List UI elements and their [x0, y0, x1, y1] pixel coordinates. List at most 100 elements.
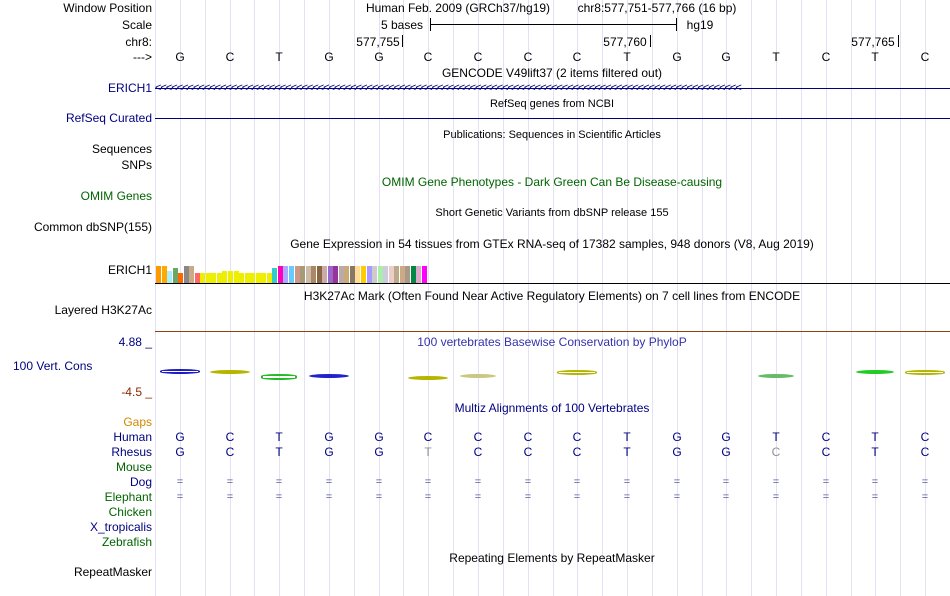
gtex-tissue-bar[interactable] — [261, 273, 266, 284]
gtex-tissue-bar[interactable] — [411, 266, 416, 284]
alignment-base: = — [772, 491, 780, 503]
base-letter: C — [225, 50, 235, 64]
gtex-tissue-bar[interactable] — [167, 271, 172, 284]
gtex-tissue-bar[interactable] — [156, 266, 161, 284]
gtex-tissue-bar[interactable] — [361, 266, 366, 284]
gtex-tissue-bar[interactable] — [239, 273, 244, 284]
gtex-tissue-bar[interactable] — [416, 266, 421, 284]
gtex-tissue-bar[interactable] — [250, 273, 255, 284]
refseq-title: RefSeq genes from NCBI — [489, 98, 615, 110]
gtex-tissue-bar[interactable] — [405, 266, 410, 284]
phylop-label[interactable]: 100 Vert. Cons — [13, 359, 93, 373]
repeatmasker-label[interactable]: RepeatMasker — [73, 565, 152, 579]
gtex-tissue-bar[interactable] — [367, 266, 372, 284]
gtex-tissue-bar[interactable] — [217, 273, 222, 284]
track-labels: Window Position Scale chr8: ---> ERICH1 … — [0, 0, 155, 596]
h3k27ac-label[interactable]: Layered H3K27Ac — [54, 303, 152, 317]
gtex-tissue-bar[interactable] — [295, 266, 300, 284]
gtex-tissue-bar[interactable] — [222, 271, 227, 284]
gtex-tissue-bar[interactable] — [256, 273, 261, 284]
alignment-base: = — [325, 476, 333, 488]
gtex-label[interactable]: ERICH1 — [107, 263, 152, 277]
gtex-tissue-bar[interactable] — [278, 266, 283, 284]
gtex-tissue-bar[interactable] — [333, 266, 338, 284]
species-label[interactable]: Dog — [129, 475, 152, 489]
base-letter: C — [821, 50, 831, 64]
gtex-tissue-bar[interactable] — [272, 268, 277, 284]
species-label[interactable]: Chicken — [108, 505, 152, 519]
species-label[interactable]: X_tropicalis — [89, 520, 152, 534]
gtex-tissue-bar[interactable] — [228, 271, 233, 284]
gtex-tissue-bar[interactable] — [173, 268, 178, 284]
gtex-tissue-bar[interactable] — [350, 266, 355, 284]
gtex-tissue-bar[interactable] — [378, 266, 383, 284]
gtex-tissue-bar[interactable] — [206, 273, 211, 284]
alignment-base: = — [822, 476, 830, 488]
gtex-tissue-bar[interactable] — [234, 271, 239, 284]
alignment-base: = — [921, 491, 929, 503]
alignment-base: C — [473, 445, 483, 459]
gtex-tissue-bar[interactable] — [306, 266, 311, 284]
h3k27ac-signal-line[interactable] — [155, 331, 950, 332]
alignment-base: = — [524, 491, 532, 503]
window-position-value: chr8:577,751-577,766 (16 bp) — [577, 1, 737, 15]
alignment-base: = — [673, 476, 681, 488]
gtex-tissue-bar[interactable] — [267, 273, 272, 284]
alignment-base: = — [673, 491, 681, 503]
gtex-tissue-bar[interactable] — [311, 266, 316, 284]
gtex-tissue-bar[interactable] — [300, 266, 305, 284]
gtex-tissue-bar[interactable] — [328, 266, 333, 284]
refseq-label[interactable]: RefSeq Curated — [65, 111, 152, 125]
gtex-tissue-bar[interactable] — [189, 266, 194, 284]
refseq-feature-line[interactable] — [155, 118, 950, 119]
base-letter: T — [275, 50, 283, 64]
species-label[interactable]: Mouse — [115, 460, 152, 474]
gtex-bar-chart[interactable] — [155, 252, 535, 284]
gtex-tissue-bar[interactable] — [422, 266, 427, 284]
gtex-tissue-bar[interactable] — [400, 266, 405, 284]
gtex-tissue-bar[interactable] — [211, 273, 216, 284]
publications-snps-label[interactable]: SNPs — [121, 158, 152, 172]
gtex-tissue-bar[interactable] — [322, 266, 327, 284]
gtex-tissue-bar[interactable] — [372, 266, 377, 284]
species-label[interactable]: Zebrafish — [101, 535, 152, 549]
publications-sequences-label[interactable]: Sequences — [91, 142, 152, 156]
gtex-tissue-bar[interactable] — [389, 266, 394, 284]
gtex-tissue-bar[interactable] — [184, 266, 189, 284]
window-position-label: Window Position — [63, 1, 152, 15]
alignment-base: T — [871, 445, 879, 459]
gtex-tissue-bar[interactable] — [289, 266, 294, 284]
gtex-tissue-bar[interactable] — [383, 266, 388, 284]
alignment-base: T — [275, 445, 283, 459]
base-letter: G — [672, 50, 682, 64]
alignment-base: = — [424, 491, 432, 503]
gtex-tissue-bar[interactable] — [200, 273, 205, 284]
dbsnp-label[interactable]: Common dbSNP(155) — [33, 220, 152, 234]
gtex-tissue-bar[interactable] — [245, 273, 250, 284]
gtex-tissue-bar[interactable] — [178, 273, 183, 284]
gencode-item-label[interactable]: ERICH1 — [107, 81, 152, 95]
species-label[interactable]: Rhesus — [111, 445, 152, 459]
alignment-base: = — [375, 476, 383, 488]
gtex-tissue-bar[interactable] — [394, 266, 399, 284]
coord-1-tick — [402, 35, 403, 47]
gtex-tissue-bar[interactable] — [195, 273, 200, 284]
scale-bar — [430, 24, 677, 25]
gtex-tissue-bar[interactable] — [162, 266, 167, 284]
gencode-feature-line — [155, 88, 950, 89]
species-label[interactable]: Elephant — [104, 490, 152, 504]
gtex-tissue-bar[interactable] — [355, 266, 360, 284]
species-label[interactable]: Human — [113, 430, 152, 444]
gtex-tissue-bar[interactable] — [339, 266, 344, 284]
gtex-baseline — [155, 283, 950, 284]
alignment-base: C — [473, 430, 483, 444]
gtex-tissue-bar[interactable] — [344, 266, 349, 284]
gtex-tissue-bar[interactable] — [317, 266, 322, 284]
alignment-base: = — [722, 491, 730, 503]
alignment-base: G — [324, 430, 334, 444]
omim-label[interactable]: OMIM Genes — [80, 189, 152, 203]
track-image[interactable]: Human Feb. 2009 (GRCh37/hg19) chr8:577,7… — [155, 0, 950, 596]
alignment-base: G — [175, 430, 185, 444]
alignment-base: G — [175, 445, 185, 459]
gtex-tissue-bar[interactable] — [283, 266, 288, 284]
